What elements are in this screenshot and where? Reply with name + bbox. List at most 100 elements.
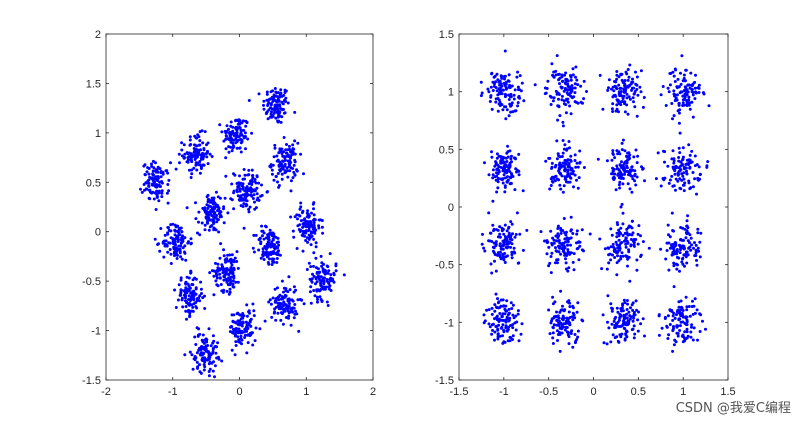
data-point (212, 222, 216, 225)
data-point (229, 140, 233, 144)
data-point (269, 302, 273, 306)
data-point (573, 82, 577, 86)
data-point (611, 85, 615, 89)
data-point (685, 224, 689, 228)
data-point (569, 74, 572, 77)
right-x-tick-label: -1.5 (450, 386, 469, 398)
data-point (206, 206, 210, 210)
data-point (633, 90, 637, 93)
data-point (304, 231, 308, 235)
data-point (244, 195, 248, 199)
data-point (222, 254, 226, 258)
data-point (234, 344, 238, 347)
data-point (626, 78, 630, 82)
data-point (152, 166, 156, 170)
data-point (241, 193, 245, 197)
data-point (153, 191, 157, 195)
data-point (614, 240, 618, 244)
left-x-tick-label: -2 (101, 386, 111, 398)
data-point (665, 241, 669, 245)
data-point (635, 75, 639, 79)
data-point (684, 86, 688, 90)
data-point (678, 151, 682, 155)
data-point (282, 309, 286, 312)
data-point (574, 339, 578, 343)
data-point (668, 323, 672, 326)
data-point (626, 158, 629, 162)
data-point (288, 163, 292, 167)
data-point (271, 260, 274, 263)
data-point (616, 173, 620, 177)
data-point (573, 316, 577, 320)
data-point (681, 245, 685, 248)
data-point (569, 215, 573, 219)
data-point (273, 243, 276, 247)
data-point (549, 177, 553, 181)
data-point (288, 169, 292, 173)
data-point (491, 173, 495, 177)
data-point (139, 187, 142, 191)
data-point (229, 136, 233, 140)
data-point (155, 194, 159, 198)
data-point (238, 198, 242, 202)
data-point (568, 323, 572, 327)
data-point (680, 54, 684, 58)
data-point (555, 139, 559, 143)
data-point (518, 96, 522, 100)
data-point (307, 261, 311, 265)
data-point (549, 271, 553, 275)
data-point (205, 195, 209, 199)
data-point (698, 312, 702, 316)
data-point (292, 285, 296, 289)
data-point (197, 210, 201, 214)
data-point (210, 218, 214, 222)
data-point (687, 179, 691, 183)
data-point (569, 229, 573, 233)
data-point (617, 340, 621, 344)
data-point (280, 177, 284, 181)
data-point (682, 253, 686, 257)
data-point (209, 344, 213, 348)
data-point (694, 91, 698, 95)
data-point (181, 305, 185, 309)
left-x-tick-label: 2 (370, 386, 376, 398)
data-point (677, 111, 681, 115)
data-point (681, 320, 685, 324)
data-point (224, 156, 228, 160)
data-point (509, 181, 513, 185)
data-point (208, 225, 212, 229)
data-point (148, 188, 152, 192)
data-point (656, 151, 660, 155)
left-y-tick-label: 0 (95, 227, 101, 239)
data-point (257, 238, 261, 242)
data-point (295, 169, 299, 173)
data-point (614, 315, 618, 319)
data-point (267, 300, 271, 304)
data-point (630, 86, 634, 90)
data-point (157, 199, 161, 203)
data-point (628, 314, 632, 318)
data-point (208, 360, 212, 364)
data-point (185, 160, 189, 164)
data-point (186, 282, 190, 286)
data-point (521, 248, 525, 252)
data-point (273, 99, 277, 102)
data-point (239, 317, 243, 321)
data-point (507, 98, 511, 101)
data-point (677, 166, 681, 170)
data-point (671, 117, 674, 121)
data-point (267, 238, 271, 242)
data-point (618, 171, 622, 175)
data-point (612, 89, 616, 93)
data-point (227, 137, 230, 141)
data-point (681, 98, 685, 102)
data-point (241, 182, 245, 186)
data-point (250, 131, 254, 135)
data-point (220, 263, 224, 267)
data-point (489, 94, 493, 98)
data-point (315, 271, 319, 275)
data-point (635, 161, 639, 165)
data-point (563, 73, 566, 77)
data-point (274, 305, 278, 309)
data-point (628, 279, 632, 283)
